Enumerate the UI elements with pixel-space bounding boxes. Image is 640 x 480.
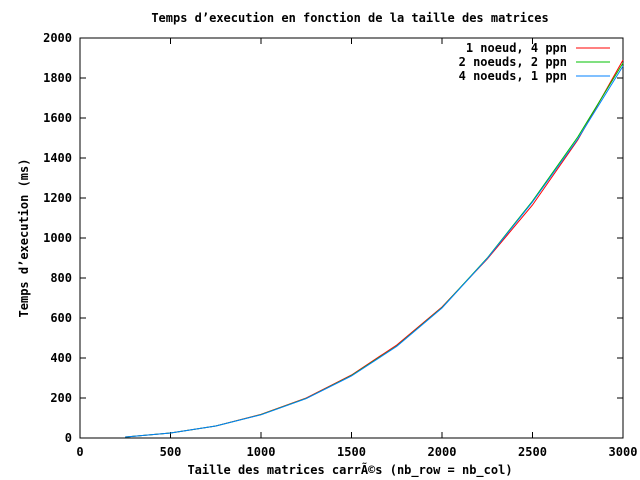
y-tick-label: 2000 [43, 31, 72, 45]
series-line-2 [125, 62, 624, 438]
y-tick-label: 1400 [43, 151, 72, 165]
x-tick-label: 0 [76, 445, 83, 459]
y-tick-label: 200 [50, 391, 72, 405]
y-axis-label: Temps d’execution (ms) [17, 159, 31, 318]
x-tick-label: 3000 [609, 445, 638, 459]
legend-label: 1 noeud, 4 ppn [466, 41, 567, 55]
x-axis: 0 500 1000 1500 2000 2500 3000 [76, 38, 637, 459]
x-tick-label: 1500 [337, 445, 366, 459]
y-tick-label: 400 [50, 351, 72, 365]
y-tick-label: 0 [65, 431, 72, 445]
y-tick-label: 600 [50, 311, 72, 325]
legend-label: 4 noeuds, 1 ppn [459, 69, 567, 83]
y-tick-label: 1200 [43, 191, 72, 205]
y-axis: 0 200 400 600 800 1000 1200 1400 1600 1800 2000 [43, 31, 623, 445]
x-tick-label: 2000 [428, 445, 457, 459]
series-line-3 [125, 65, 624, 438]
legend-label: 2 noeuds, 2 ppn [459, 55, 567, 69]
x-tick-label: 500 [160, 445, 182, 459]
y-tick-label: 1600 [43, 111, 72, 125]
y-tick-label: 1000 [43, 231, 72, 245]
x-axis-label: Taille des matrices carrÃ©s (nb_row = nb… [187, 462, 512, 478]
plot-frame [79, 37, 624, 439]
chart-title: Temps d’execution en fonction de la tail… [151, 11, 548, 25]
y-tick-label: 800 [50, 271, 72, 285]
x-tick-label: 2500 [518, 445, 547, 459]
x-tick-label: 1000 [247, 445, 276, 459]
y-tick-label: 1800 [43, 71, 72, 85]
series-lines [125, 59, 624, 438]
series-line-1 [125, 59, 624, 438]
